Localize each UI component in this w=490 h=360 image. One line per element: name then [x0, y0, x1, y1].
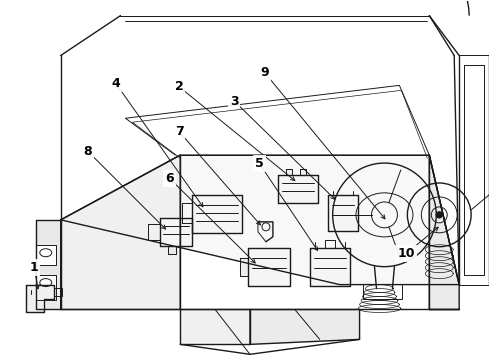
Text: 10: 10 [397, 247, 415, 260]
Polygon shape [489, 190, 490, 200]
Polygon shape [180, 310, 250, 345]
Polygon shape [36, 275, 56, 300]
Text: 5: 5 [255, 157, 264, 170]
Polygon shape [54, 288, 62, 296]
Polygon shape [160, 218, 192, 246]
Polygon shape [192, 195, 242, 233]
Polygon shape [250, 310, 360, 345]
Circle shape [436, 212, 442, 218]
Polygon shape [278, 175, 318, 203]
Text: 4: 4 [111, 77, 120, 90]
Polygon shape [248, 248, 290, 285]
Text: 2: 2 [175, 80, 183, 93]
Polygon shape [310, 248, 349, 285]
Polygon shape [26, 285, 54, 312]
Polygon shape [300, 169, 306, 175]
Text: 1: 1 [30, 261, 39, 274]
Polygon shape [429, 155, 459, 310]
Polygon shape [286, 169, 292, 175]
Polygon shape [328, 195, 358, 231]
Text: 7: 7 [175, 125, 183, 138]
Polygon shape [168, 246, 176, 254]
Text: 9: 9 [260, 66, 269, 79]
Polygon shape [36, 220, 61, 310]
Polygon shape [240, 258, 248, 276]
Polygon shape [36, 245, 56, 265]
Text: 3: 3 [230, 95, 239, 108]
Polygon shape [61, 155, 180, 310]
Text: 6: 6 [165, 172, 173, 185]
Polygon shape [464, 66, 484, 275]
Text: 8: 8 [83, 145, 92, 158]
Polygon shape [61, 155, 459, 285]
